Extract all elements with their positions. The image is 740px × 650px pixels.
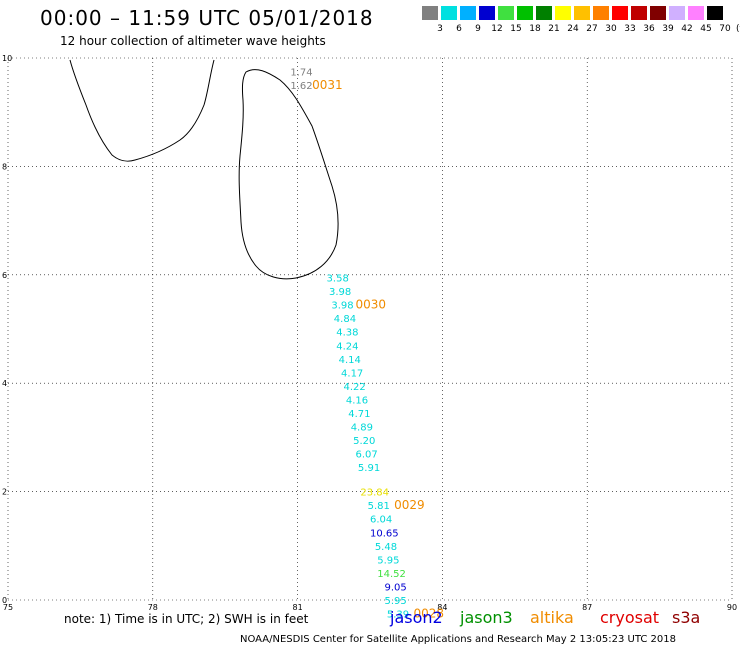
lat-label: 2 xyxy=(2,488,7,497)
wave-height-value: 5.81 xyxy=(368,501,390,512)
wave-height-value: 1.74 xyxy=(290,68,312,79)
wave-height-value: 5.48 xyxy=(375,542,397,553)
footer-note: note: 1) Time is in UTC; 2) SWH is in fe… xyxy=(64,612,309,626)
wave-height-value: 6.04 xyxy=(370,515,392,526)
lat-lon-grid xyxy=(7,57,733,601)
wave-height-value: 5.95 xyxy=(384,596,406,607)
colorbar-swatch xyxy=(574,6,590,20)
colorbar-tick-label: 30 xyxy=(605,24,617,34)
wave-height-value: 4.17 xyxy=(341,368,363,379)
colorbar-swatch xyxy=(650,6,666,20)
wave-height-value: 3.98 xyxy=(331,301,353,312)
satellite-legend-jason2: jason2 xyxy=(390,608,443,627)
wave-height-value: 4.14 xyxy=(339,355,361,366)
sri-lanka-coastline xyxy=(238,69,339,280)
satellite-legend-jason3: jason3 xyxy=(460,608,513,627)
credit-line: NOAA/NESDIS Center for Satellite Applica… xyxy=(240,634,676,645)
colorbar-swatch xyxy=(479,6,495,20)
lon-label: 84 xyxy=(437,603,447,612)
colorbar-tick-label: 12 xyxy=(491,24,503,34)
satellite-legend-altika: altika xyxy=(530,608,574,627)
india-coastline xyxy=(69,59,215,162)
axis-labels: 0 2 4 6 8 10 75 78 81 84 87 90 xyxy=(2,54,737,612)
wave-height-value: 4.89 xyxy=(351,423,373,434)
colorbar-swatch xyxy=(460,6,476,20)
colorbar-tick-label: 6 xyxy=(456,24,462,34)
wave-height-value: 4.71 xyxy=(348,409,370,420)
pass-time-labels: 0031 0030 0029 0028 xyxy=(312,78,444,620)
wave-height-value: 10.65 xyxy=(370,528,399,539)
colorbar-tick-label: 39 xyxy=(662,24,674,34)
colorbar-swatch xyxy=(498,6,514,20)
colorbar-tick-label: 21 xyxy=(548,24,560,34)
wave-height-value: 6.07 xyxy=(356,450,378,461)
wave-height-value: 3.58 xyxy=(327,274,349,285)
pass-time-label: 0031 xyxy=(312,78,343,92)
lat-label: 0 xyxy=(2,596,7,605)
colorbar-swatch xyxy=(422,6,438,20)
colorbar-tick-label: 45 xyxy=(700,24,712,34)
wave-height-value: 4.24 xyxy=(336,341,358,352)
pass-time-label: 0028 xyxy=(413,607,444,621)
colorbar-tick-label: 33 xyxy=(624,24,636,34)
wave-height-observations: 1.74 1.62 3.58 3.98 3.98 4.84 4.38 4.24 4.14 4.17… xyxy=(290,68,409,621)
colorbar-swatch xyxy=(536,6,552,20)
wave-height-value: 1.62 xyxy=(290,81,312,92)
wave-height-value: 4.22 xyxy=(343,382,365,393)
colorbar-tick-label: 3 xyxy=(437,24,443,34)
colorbar-tick-label: 9 xyxy=(475,24,481,34)
colorbar-tick-label: 27 xyxy=(586,24,598,34)
lon-label: 81 xyxy=(293,603,303,612)
wave-height-value: 4.38 xyxy=(336,328,358,339)
pass-time-label: 0030 xyxy=(356,298,387,312)
colorbar-tick-label: 36 xyxy=(643,24,655,34)
lon-label: 90 xyxy=(727,603,737,612)
wave-height-value: 3.98 xyxy=(329,287,351,298)
pass-time-label: 0029 xyxy=(394,498,425,512)
lon-label: 87 xyxy=(582,603,592,612)
lon-label: 78 xyxy=(148,603,158,612)
lat-label: 6 xyxy=(2,271,7,280)
colorbar-tick-label: 15 xyxy=(510,24,522,34)
map-title: 00:00 – 11:59 UTC 05/01/2018 xyxy=(40,6,374,30)
colorbar-tick-label: 18 xyxy=(529,24,541,34)
colorbar-swatch xyxy=(593,6,609,20)
colorbar-tick-label: 70 xyxy=(719,24,731,34)
lat-label: 8 xyxy=(2,162,7,171)
colorbar-swatch xyxy=(688,6,704,20)
colorbar-swatch xyxy=(707,6,723,20)
colorbar-tick-label: 24 xyxy=(567,24,579,34)
lat-label: 4 xyxy=(2,379,7,388)
wave-height-value: 5.95 xyxy=(377,555,399,566)
colorbar-swatch xyxy=(555,6,571,20)
wave-height-value: 5.20 xyxy=(353,436,375,447)
map-subtitle: 12 hour collection of altimeter wave hei… xyxy=(60,34,326,48)
colorbar-unit: (ft) xyxy=(736,24,740,34)
wave-height-value: 5.39 xyxy=(387,610,409,621)
colorbar-swatch xyxy=(441,6,457,20)
wave-height-value: 4.84 xyxy=(334,314,356,325)
colorbar-swatch xyxy=(669,6,685,20)
wave-height-value: 23.84 xyxy=(360,488,389,499)
lon-label: 75 xyxy=(3,603,13,612)
satellite-legend-s3a: s3a xyxy=(672,608,701,627)
colorbar-tick-label: 42 xyxy=(681,24,693,34)
wave-height-value: 9.05 xyxy=(384,582,406,593)
colorbar-swatch xyxy=(612,6,628,20)
wave-height-value: 5.91 xyxy=(358,463,380,474)
colorbar-swatch xyxy=(631,6,647,20)
lat-label: 10 xyxy=(2,54,12,63)
wave-height-value: 4.16 xyxy=(346,395,368,406)
colorbar-swatch xyxy=(517,6,533,20)
wave-height-value: 14.52 xyxy=(377,569,406,580)
satellite-legend-cryosat: cryosat xyxy=(600,608,660,627)
